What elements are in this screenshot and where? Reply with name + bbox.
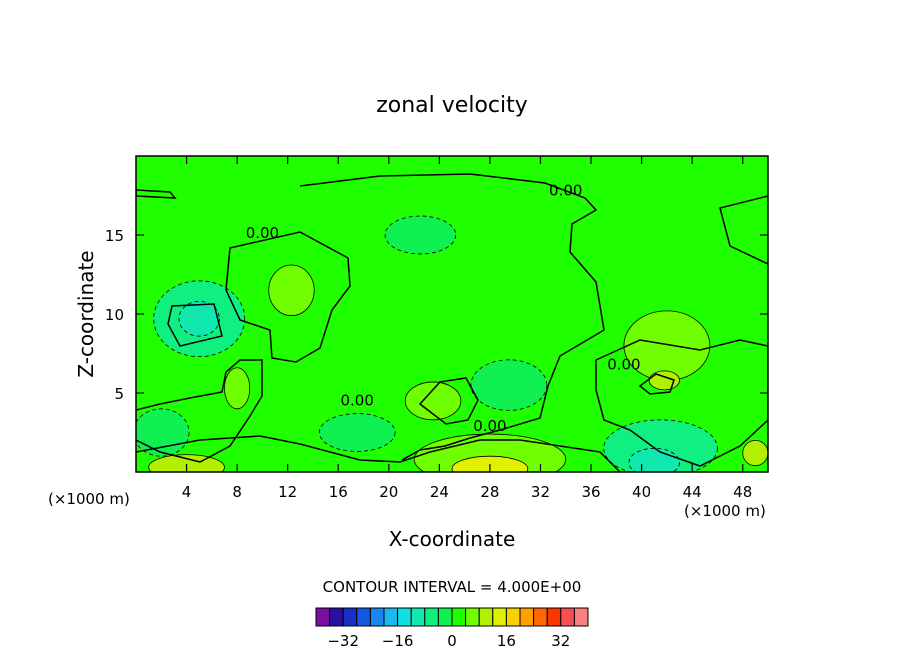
colorbar-swatch [315, 607, 331, 627]
contour-label: 0.00 [246, 224, 279, 242]
negative-region-5 [318, 413, 396, 452]
colorbar-swatch [437, 607, 453, 627]
x-tick-label: 24 [430, 483, 449, 501]
colorbar-swatch [424, 607, 439, 627]
contour-label: 0.00 [340, 392, 373, 410]
x-tick-label: 16 [329, 483, 348, 501]
colorbar-swatch [342, 607, 358, 627]
colorbar-swatch [478, 607, 494, 627]
positive-region-8 [268, 264, 315, 316]
negative-region-2 [136, 408, 190, 457]
plot-area [136, 156, 768, 472]
x-units-left: (×1000 m) [48, 490, 130, 508]
zero-contour-line [719, 195, 768, 265]
x-tick-label: 44 [683, 483, 702, 501]
zero-contour-line [225, 231, 351, 363]
x-units-right: (×1000 m) [684, 502, 766, 520]
zero-contour-line [418, 377, 479, 425]
contour-label: 0.00 [473, 417, 506, 435]
colorbar-swatch [505, 607, 521, 627]
x-tick-label: 20 [379, 483, 398, 501]
colorbar-tick-label: 0 [447, 632, 457, 650]
x-tick-label: 4 [182, 483, 192, 501]
x-axis-label: X-coordinate [389, 527, 516, 551]
positive-region-10 [404, 381, 462, 421]
contour-label: 0.00 [549, 182, 582, 200]
colorbar-tick-label: 16 [497, 632, 516, 650]
y-tick-label: 5 [114, 385, 124, 403]
colorbar-swatch [573, 607, 589, 627]
chart-title: zonal velocity [376, 93, 528, 118]
zero-contour-line [136, 189, 177, 199]
colorbar-swatch [397, 607, 412, 627]
positive-region-9 [224, 367, 251, 410]
colorbar [315, 607, 589, 627]
y-tick-label: 10 [105, 306, 124, 324]
colorbar-tick-label: −32 [327, 632, 359, 650]
colorbar-labels: −32 −16 0 16 32 [327, 632, 570, 650]
colorbar-swatch [383, 607, 399, 627]
x-tick-label: 36 [581, 483, 600, 501]
colorbar-swatch [465, 607, 480, 627]
colorbar-swatch [329, 607, 344, 627]
y-axis-label: Z-coordinate [74, 250, 98, 377]
x-tick-label: 8 [232, 483, 242, 501]
colorbar-tick-label: 32 [551, 632, 570, 650]
zero-contour-line [136, 435, 621, 472]
x-tick-label: 48 [733, 483, 752, 501]
x-tick-label: 12 [278, 483, 297, 501]
positive-region-16 [742, 440, 768, 467]
contour-label: 0.00 [607, 355, 640, 373]
x-tick-label: 40 [632, 483, 651, 501]
contour-interval-text: CONTOUR INTERVAL = 4.000E+00 [323, 578, 582, 596]
colorbar-swatch [492, 607, 507, 627]
contour-labels: 0.00 0.00 0.00 0.00 0.00 [246, 182, 641, 435]
zero-contour-line [136, 359, 263, 463]
colorbar-swatch [356, 607, 371, 627]
negative-region-4 [470, 359, 548, 411]
y-tick-label: 15 [105, 227, 124, 245]
colorbar-swatch [451, 607, 467, 627]
axis-ticks [136, 156, 768, 472]
colorbar-swatch [369, 607, 385, 627]
positive-region-12 [648, 370, 680, 391]
zero-contour-line [167, 303, 223, 347]
contour-regions [136, 215, 768, 472]
zero-contours [136, 173, 768, 472]
colorbar-swatch [533, 607, 548, 627]
zero-contour-line [638, 373, 675, 395]
colorbar-swatch [546, 607, 562, 627]
colorbar-swatch [519, 607, 535, 627]
x-tick-label: 28 [480, 483, 499, 501]
x-tick-label: 32 [531, 483, 550, 501]
zero-contour-line [595, 339, 768, 467]
colorbar-tick-label: −16 [382, 632, 414, 650]
negative-region-3 [384, 215, 457, 255]
zero-contour-line [299, 173, 605, 461]
colorbar-swatch [560, 607, 575, 627]
colorbar-swatch [410, 607, 426, 627]
negative-region-1 [178, 300, 220, 337]
